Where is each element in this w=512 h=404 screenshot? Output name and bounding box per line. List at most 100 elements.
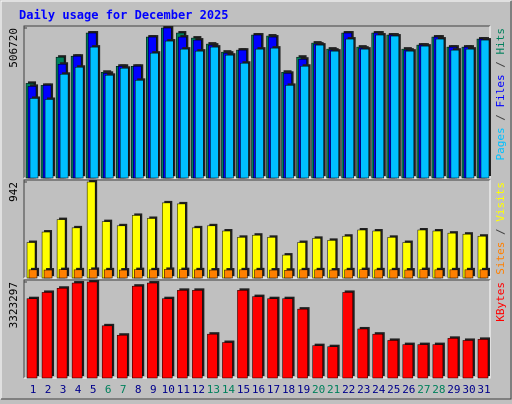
bar — [464, 269, 474, 279]
bar — [119, 68, 129, 179]
x-tick-label: 9 — [150, 383, 157, 396]
legend-separator: / — [494, 222, 507, 242]
x-tick-label: 7 — [120, 383, 127, 396]
bar — [357, 328, 368, 379]
bar — [419, 269, 429, 279]
bar — [390, 35, 400, 179]
x-tick-label: 29 — [447, 383, 460, 396]
panel-edge — [23, 179, 490, 278]
x-tick-label: 18 — [282, 383, 295, 396]
bar — [254, 269, 263, 279]
x-tick-label: 27 — [417, 383, 430, 396]
bar — [387, 340, 399, 379]
bar — [372, 333, 384, 379]
bar — [28, 269, 38, 279]
bar — [164, 269, 173, 279]
x-tick-label: 12 — [192, 383, 205, 396]
x-tick-label: 24 — [372, 383, 386, 396]
bar — [420, 45, 430, 179]
bar — [101, 325, 113, 379]
bar — [284, 270, 293, 279]
legend: Sites / Visits — [494, 182, 507, 275]
x-tick-label: 11 — [177, 383, 190, 396]
bar — [104, 75, 114, 179]
legend-entry: Sites — [494, 242, 507, 275]
bar — [162, 202, 171, 279]
bar — [374, 269, 384, 279]
bar — [269, 269, 278, 279]
x-tick-label: 15 — [237, 383, 250, 396]
bar — [267, 298, 278, 379]
bar — [329, 269, 338, 279]
legend-entry: Hits — [494, 28, 507, 55]
bar — [59, 74, 69, 179]
bar — [225, 54, 234, 179]
bar — [255, 48, 264, 179]
bar — [103, 269, 113, 279]
bar — [131, 285, 143, 379]
x-tick-label: 3 — [60, 383, 67, 396]
bar — [180, 48, 189, 179]
x-tick-label: 1 — [30, 383, 37, 396]
bar — [312, 345, 323, 379]
bar — [240, 62, 249, 179]
bar — [239, 269, 248, 279]
bar — [210, 46, 219, 179]
bar — [447, 338, 459, 379]
bar — [29, 98, 39, 179]
bar — [56, 288, 68, 379]
bar — [58, 269, 68, 279]
panel-edge — [23, 25, 490, 178]
y-tick-label: 506720 — [7, 28, 20, 68]
bar — [116, 334, 128, 379]
x-tick-label: 2 — [45, 383, 52, 396]
x-tick-label: 4 — [75, 383, 82, 396]
x-tick-label: 26 — [402, 383, 415, 396]
x-tick-label: 30 — [462, 383, 475, 396]
bar — [147, 282, 158, 379]
bar — [44, 99, 54, 179]
bar — [89, 46, 99, 179]
legend: KBytes — [494, 282, 507, 322]
bar — [314, 269, 323, 279]
bar — [73, 269, 83, 279]
bar — [465, 48, 475, 179]
y-tick-label: 942 — [7, 182, 20, 202]
x-tick-label: 17 — [267, 383, 280, 396]
bar — [165, 40, 174, 179]
bar — [359, 269, 368, 279]
bar — [405, 50, 415, 179]
bar — [360, 48, 369, 179]
x-tick-label: 8 — [135, 383, 142, 396]
bar — [342, 292, 353, 379]
bar — [449, 269, 459, 279]
bar — [43, 269, 53, 279]
x-tick-label: 19 — [297, 383, 310, 396]
bar — [450, 49, 460, 179]
bar — [297, 308, 308, 379]
bar — [192, 290, 203, 379]
bar — [402, 344, 414, 379]
bar — [133, 269, 143, 279]
x-tick-label: 23 — [357, 383, 370, 396]
bar — [150, 52, 159, 179]
bar — [224, 269, 233, 279]
x-tick-label: 13 — [207, 383, 220, 396]
y-tick-label: 3323297 — [7, 282, 20, 328]
bar — [479, 269, 489, 279]
x-tick-label: 25 — [387, 383, 400, 396]
bar — [435, 38, 445, 179]
bar — [118, 269, 128, 279]
legend-separator: / — [494, 55, 507, 75]
legend-entry: Visits — [494, 182, 507, 222]
bar — [270, 47, 279, 179]
bar — [86, 281, 98, 379]
bar — [389, 269, 399, 279]
bar — [327, 346, 338, 379]
legend-entry: KBytes — [494, 282, 507, 322]
bar — [237, 290, 248, 379]
legend-entry: Pages — [494, 127, 507, 160]
bar — [462, 340, 474, 379]
